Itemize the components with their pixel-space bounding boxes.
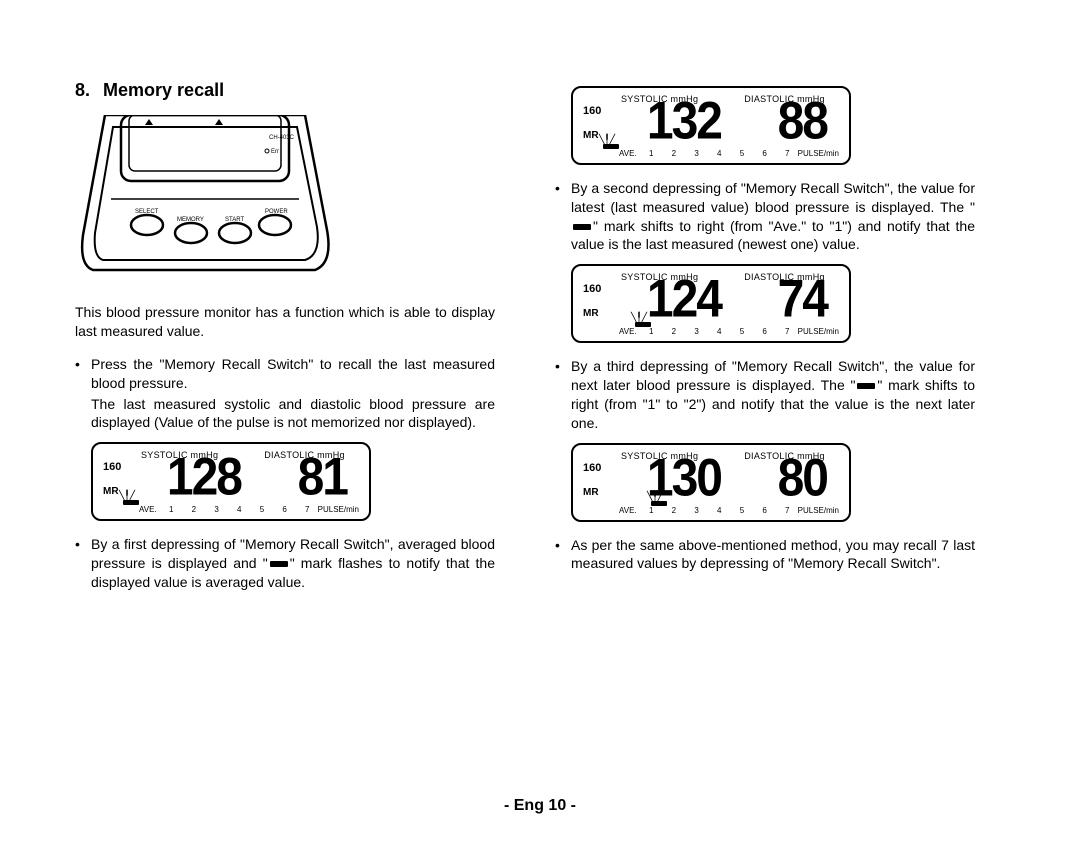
right-bullet-list-3: As per the same above-mentioned method, … <box>555 536 975 574</box>
lcd2-dia-value: 88 <box>731 100 827 145</box>
right-bullet-1: By a second depressing of "Memory Recall… <box>555 179 975 255</box>
intro-paragraph: This blood pressure monitor has a functi… <box>75 303 495 341</box>
lcd4-scale: 160 <box>583 463 617 474</box>
lcd1-pulse: PULSE/min <box>318 505 359 514</box>
device-svg: CH-403C Err SELECT MEMORY START POWER <box>75 115 335 285</box>
lcd4-sys-value: 130 <box>617 457 721 502</box>
lcd2-nums: 1 2 3 4 5 6 7 <box>649 149 797 158</box>
lcd-display-2: SYSTOLIC mmHg DIASTOLIC mmHg 160 MR 132 … <box>571 86 851 165</box>
lcd3-dia-value: 74 <box>731 278 827 323</box>
left-bullet-1-line2: The last measured systolic and diastolic… <box>91 395 495 433</box>
lcd1-flash-rays: ╲╿╱ <box>119 494 134 499</box>
right-bullet-2: By a third depressing of "Memory Recall … <box>555 357 975 433</box>
lcd3-mr: MR <box>583 309 617 319</box>
right-bullet-list-2: By a third depressing of "Memory Recall … <box>555 357 975 433</box>
lcd1-sys-value: 128 <box>137 456 241 501</box>
lcd4-pulse: PULSE/min <box>798 506 839 515</box>
lcd3-pulse: PULSE/min <box>798 327 839 336</box>
lcd1-ave: AVE. <box>139 505 157 514</box>
left-bullet-list-2: By a first depressing of "Memory Recall … <box>75 535 495 592</box>
lcd2-sys-value: 132 <box>617 100 721 145</box>
lcd3-scale: 160 <box>583 284 617 295</box>
right-bullet-1-pre: By a second depressing of "Memory Recall… <box>571 180 975 215</box>
left-bullet-2: By a first depressing of "Memory Recall … <box>75 535 495 592</box>
section-number: 8. <box>75 80 90 100</box>
right-bullet-list-1: By a second depressing of "Memory Recall… <box>555 179 975 255</box>
section-title-text: Memory recall <box>103 80 224 100</box>
lcd-display-4: SYSTOLIC mmHg DIASTOLIC mmHg 160 MR 130 … <box>571 443 851 522</box>
lcd2-scale: 160 <box>583 106 617 117</box>
inline-mark-icon <box>573 224 591 230</box>
lcd2-flash-rays: ╲╿╱ <box>599 138 614 143</box>
lcd1-nums: 1 2 3 4 5 6 7 <box>169 505 317 514</box>
device-memory-label: MEMORY <box>177 217 204 223</box>
device-err-label: Err <box>271 149 279 155</box>
lcd1-dia-value: 81 <box>251 456 347 501</box>
manual-page: 8. Memory recall <box>0 0 1080 843</box>
inline-mark-icon <box>270 561 288 567</box>
lcd4-dia-value: 80 <box>731 457 827 502</box>
lcd4-flash-rays: ╲╿╱ <box>647 495 662 500</box>
lcd4-mr: MR <box>583 488 617 498</box>
left-column: 8. Memory recall <box>75 80 495 602</box>
lcd4-nums: 1 2 3 4 5 6 7 <box>649 506 797 515</box>
lcd-display-3: SYSTOLIC mmHg DIASTOLIC mmHg 160 MR 124 … <box>571 264 851 343</box>
device-select-label: SELECT <box>135 209 159 215</box>
lcd4-ave: AVE. <box>619 506 637 515</box>
inline-mark-icon <box>857 383 875 389</box>
lcd1-scale: 160 <box>103 462 137 473</box>
two-column-layout: 8. Memory recall <box>75 80 1005 602</box>
lcd3-ave: AVE. <box>619 327 637 336</box>
lcd3-nums: 1 2 3 4 5 6 7 <box>649 327 797 336</box>
right-bullet-1-post: " mark shifts to right (from "Ave." to "… <box>571 218 975 253</box>
left-bullet-list: Press the "Memory Recall Switch" to reca… <box>75 355 495 433</box>
right-column: SYSTOLIC mmHg DIASTOLIC mmHg 160 MR 132 … <box>555 80 975 602</box>
page-footer: - Eng 10 - <box>0 797 1080 815</box>
left-bullet-1: Press the "Memory Recall Switch" to reca… <box>75 355 495 433</box>
lcd2-pulse: PULSE/min <box>798 149 839 158</box>
device-illustration: CH-403C Err SELECT MEMORY START POWER <box>75 115 335 285</box>
lcd3-flash-rays: ╲╿╱ <box>631 316 646 321</box>
section-heading: 8. Memory recall <box>75 80 495 101</box>
right-bullet-3: As per the same above-mentioned method, … <box>555 536 975 574</box>
device-power-label: POWER <box>265 209 288 215</box>
device-start-label: START <box>225 217 244 223</box>
left-bullet-1-line1: Press the "Memory Recall Switch" to reca… <box>91 356 495 391</box>
device-model-label: CH-403C <box>269 135 295 141</box>
lcd-display-1: SYSTOLIC mmHg DIASTOLIC mmHg 160 MR 128 … <box>91 442 371 521</box>
lcd2-ave: AVE. <box>619 149 637 158</box>
